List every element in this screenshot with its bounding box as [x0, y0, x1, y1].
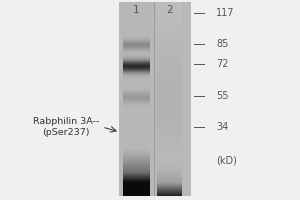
Text: 2: 2 [166, 5, 173, 15]
Text: 1: 1 [133, 5, 140, 15]
Bar [118, 2, 190, 196]
Text: 72: 72 [216, 59, 229, 69]
Text: 55: 55 [216, 91, 229, 101]
Text: 85: 85 [216, 39, 228, 49]
Text: (kD): (kD) [216, 155, 237, 165]
Text: 117: 117 [216, 8, 235, 18]
Text: 34: 34 [216, 122, 228, 132]
Text: Rabphilin 3A--
(pSer237): Rabphilin 3A-- (pSer237) [33, 117, 99, 137]
